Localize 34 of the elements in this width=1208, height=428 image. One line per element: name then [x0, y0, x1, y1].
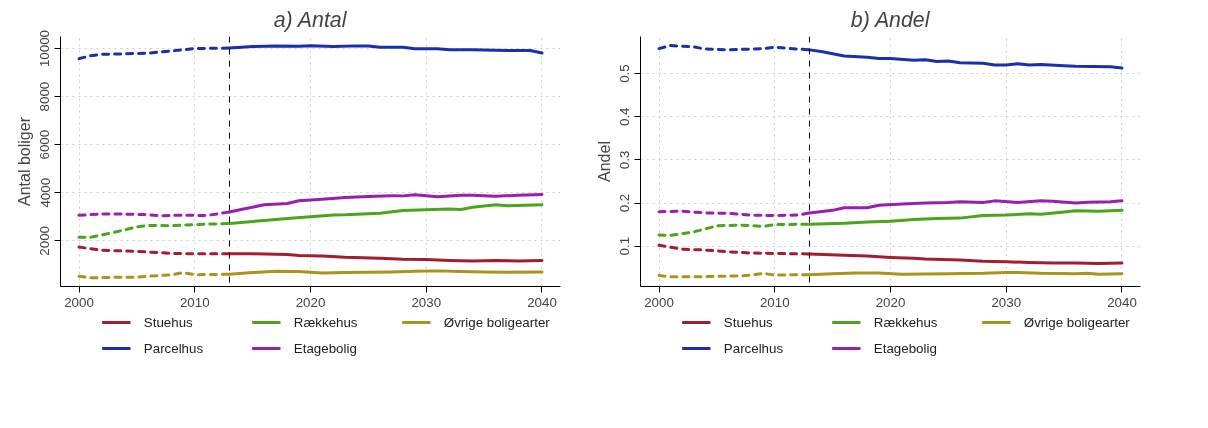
y-tick-label: 10000	[37, 29, 53, 68]
x-tick-label: 2020	[295, 294, 326, 310]
legend-label: Øvrige boligearter	[1023, 315, 1131, 330]
legend-label: Parcelhus	[143, 341, 204, 356]
legend-label: Stuehus	[143, 315, 194, 330]
chart-title: a) Antal	[273, 7, 348, 32]
y-axis-title: Andel	[595, 141, 613, 182]
x-tick-label: 2030	[991, 294, 1022, 310]
y-tick-label: 0.5	[617, 64, 633, 83]
legend-label: Øvrige boligearter	[443, 315, 551, 330]
legend-label: Etagebolig	[873, 341, 937, 356]
legend-label: Rækkehus	[873, 315, 938, 330]
y-tick-label: 0.2	[617, 193, 633, 213]
x-tick-label: 2020	[875, 294, 906, 310]
y-tick-label: 0.3	[617, 150, 633, 170]
legend-label: Stuehus	[723, 315, 774, 330]
y-tick-label: 0.4	[617, 106, 633, 127]
x-tick-label: 2040	[1107, 294, 1137, 310]
legend-label: Rækkehus	[293, 315, 358, 330]
y-tick-label: 6000	[37, 129, 53, 160]
x-tick-label: 2010	[179, 294, 210, 310]
x-tick-label: 2000	[644, 294, 674, 310]
y-tick-label: 4000	[37, 177, 53, 208]
y-tick-label: 0.1	[617, 236, 633, 256]
x-tick-label: 2030	[411, 294, 442, 310]
y-tick-label: 2000	[37, 226, 53, 256]
x-tick-label: 2010	[759, 294, 790, 310]
chart-title: b) Andel	[850, 7, 931, 32]
legend-label: Parcelhus	[723, 341, 784, 356]
x-tick-label: 2000	[64, 294, 94, 310]
y-axis-title: Antal boliger	[15, 116, 33, 206]
x-tick-label: 2040	[527, 294, 557, 310]
y-tick-label: 8000	[37, 81, 53, 112]
legend-label: Etagebolig	[293, 341, 357, 356]
